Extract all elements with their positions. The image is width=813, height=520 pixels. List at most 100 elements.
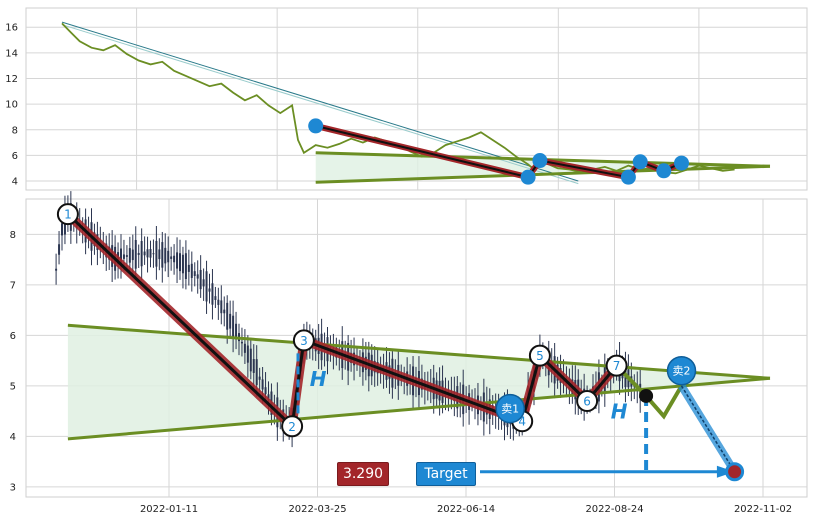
- candle-body: [258, 376, 261, 380]
- candle-body: [226, 302, 229, 330]
- candle-body: [214, 296, 217, 300]
- pivot-label: 2: [288, 420, 296, 434]
- overview-pivot-marker: [520, 169, 536, 185]
- overview-pivot-marker: [656, 163, 672, 179]
- overview-pivot-marker: [620, 169, 636, 185]
- detail-panel: 2022-01-11 2022-03-25 2022-06-14 2022-08-24…: [10, 191, 808, 515]
- detail-ytick-label: 8: [10, 230, 16, 241]
- pivot-circle: [56, 203, 79, 226]
- projection-down-line: [680, 385, 736, 473]
- overview-pivot-marker: [532, 153, 548, 169]
- pivot-label: 7: [613, 359, 621, 373]
- detail-ytick-label: 6: [10, 331, 16, 342]
- candle-body: [158, 249, 161, 260]
- detail-xtick-label: 2022-03-25: [288, 504, 346, 515]
- overview-ytick-label: 16: [5, 23, 18, 34]
- candle-body: [131, 249, 134, 261]
- candle-body: [134, 239, 137, 269]
- h-right-label: H: [611, 400, 628, 424]
- candle-body: [128, 248, 131, 263]
- overview-triangle-lower: [315, 164, 771, 184]
- detail-ytick-label: 5: [10, 381, 16, 392]
- candle-body: [261, 379, 264, 390]
- candle-body: [232, 315, 235, 338]
- pivot-label: 4: [518, 415, 526, 429]
- overview-panel: 4 6 8 10 12 14 16: [5, 7, 808, 191]
- candle-body: [243, 343, 246, 353]
- detail-triangle-upper: [67, 323, 771, 380]
- candle-body: [140, 241, 143, 267]
- target-point-marker: [725, 462, 745, 482]
- candle-body: [61, 223, 63, 236]
- overview-ytick-label: 10: [5, 100, 18, 111]
- sell2-label: 卖2: [673, 365, 691, 378]
- candle-body: [208, 288, 211, 292]
- sell1-marker: [495, 393, 525, 424]
- detail-xtick-label: 2022-06-14: [437, 504, 495, 515]
- detail-ytick-label: 3: [10, 482, 16, 493]
- overview-ytick-label: 12: [5, 74, 18, 85]
- pivot-circle: [576, 390, 599, 413]
- detail-xtick-label: 2022-11-02: [734, 504, 792, 515]
- candle-body: [137, 252, 140, 255]
- candle-body: [220, 300, 223, 314]
- candle-body: [179, 253, 181, 272]
- candle-body: [120, 248, 122, 267]
- candle-body: [199, 269, 202, 290]
- candle-body: [255, 359, 258, 385]
- overview-ytick-label: 4: [12, 177, 18, 188]
- candle-body: [211, 283, 214, 305]
- pivot-circle: [528, 344, 551, 367]
- candle-body: [181, 254, 184, 274]
- candle-body: [196, 274, 199, 279]
- candle-body: [55, 268, 58, 271]
- sell1-label: 卖1: [501, 403, 519, 416]
- current-price-badge: 3.290: [337, 462, 389, 486]
- candle-body: [267, 394, 270, 400]
- overview-pivot-marker: [308, 118, 324, 134]
- detail-ytick-label: 4: [10, 432, 16, 443]
- pivot-label: 6: [583, 395, 591, 409]
- candle-body: [170, 256, 173, 259]
- projection-zigzag: [615, 364, 684, 420]
- candle-body: [235, 323, 238, 340]
- candle-body: [146, 249, 149, 258]
- candle-body: [223, 309, 226, 314]
- pivot-circle: [281, 415, 304, 438]
- candle-body: [161, 242, 164, 268]
- sell2-marker: [666, 355, 697, 386]
- candle-body: [167, 250, 170, 263]
- candle-body: [202, 279, 205, 287]
- candle-body: [229, 313, 232, 329]
- candle-body: [217, 299, 220, 305]
- candle-body: [249, 348, 252, 372]
- overview-trend-line: [61, 21, 579, 182]
- pivot-label: 3: [300, 334, 308, 348]
- candle-body: [122, 254, 125, 259]
- h-left-label: H: [310, 367, 327, 391]
- candle-body: [155, 240, 158, 267]
- candle-body: [240, 341, 243, 344]
- candle-body: [187, 264, 190, 272]
- overview-ytick-label: 6: [12, 151, 18, 162]
- candle-body: [58, 244, 61, 255]
- candle-body: [184, 253, 187, 280]
- overview-ytick-label: 8: [12, 125, 18, 136]
- detail-triangle-lower: [67, 376, 771, 441]
- candle-body: [125, 255, 128, 257]
- candle-body: [164, 247, 167, 264]
- candle-body: [264, 387, 267, 395]
- detail-xtick-label: 2022-08-24: [585, 504, 643, 515]
- candle-body: [252, 359, 255, 373]
- overview-triangle-fill: [315, 152, 770, 183]
- detail-ytick-label: 7: [10, 280, 16, 291]
- pivot-label: 1: [64, 208, 72, 222]
- candle-body: [246, 345, 249, 363]
- candle-body: [173, 255, 176, 263]
- overview-pivot-marker: [632, 154, 648, 170]
- current-point-marker: [639, 388, 654, 403]
- overview-pivot-marker: [674, 155, 689, 171]
- detail-xtick-label: 2022-01-11: [140, 504, 198, 515]
- candle-body: [176, 252, 179, 269]
